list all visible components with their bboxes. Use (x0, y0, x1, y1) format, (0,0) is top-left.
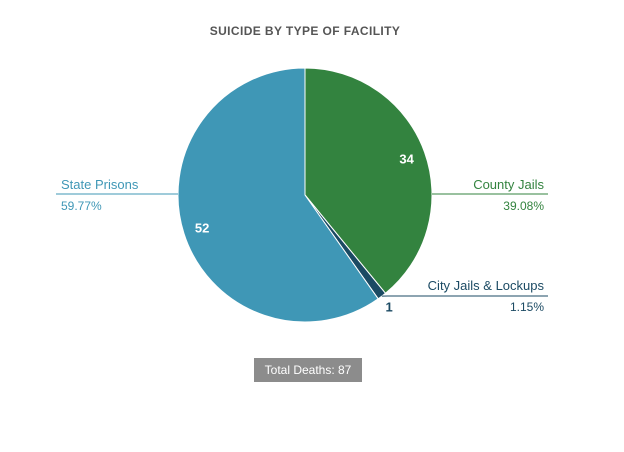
percent-label-county-jails: 39.08% (503, 199, 544, 213)
pie-slice-county-jails (304, 67, 433, 294)
chart-title: SUICIDE BY TYPE OF FACILITY (209, 24, 401, 38)
percent-label-city-jails-lockups: 1.15% (510, 300, 544, 314)
category-label-city-jails-lockups: City Jails & Lockups (428, 278, 545, 293)
total-deaths-badge: Total Deaths: 87 (254, 358, 362, 382)
value-label-city-jails-lockups: 1 (386, 300, 393, 315)
pie-slice-state-prisons (177, 67, 379, 323)
category-label-county-jails: County Jails (473, 177, 544, 192)
value-label-state-prisons: 52 (195, 221, 209, 236)
percent-label-state-prisons: 59.77% (61, 199, 102, 213)
value-label-county-jails: 34 (399, 152, 414, 167)
category-label-state-prisons: State Prisons (61, 177, 139, 192)
